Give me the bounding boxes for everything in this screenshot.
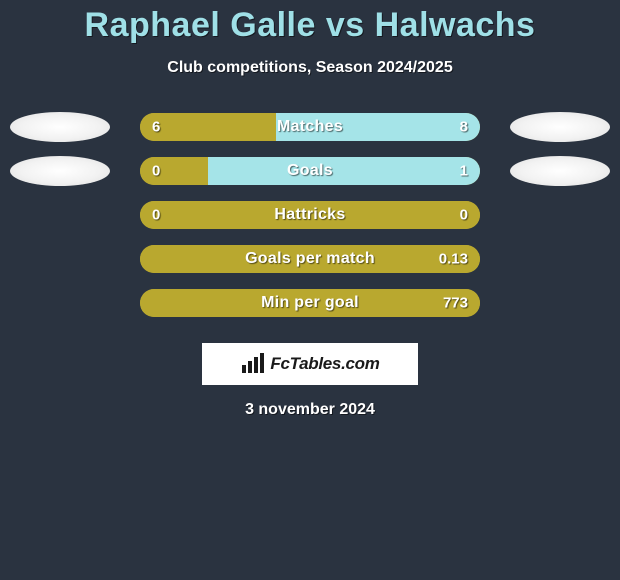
stat-row: 0.13Goals per match xyxy=(0,237,620,281)
subtitle: Club competitions, Season 2024/2025 xyxy=(0,59,620,77)
spacer xyxy=(510,200,610,230)
spacer xyxy=(510,244,610,274)
stat-bar-fill-left xyxy=(140,113,276,141)
bar-chart-icon xyxy=(240,353,266,375)
player-avatar-left xyxy=(10,156,110,186)
logo-box: FcTables.com xyxy=(202,343,418,385)
stat-bar: 773Min per goal xyxy=(140,289,480,317)
player-avatar-right xyxy=(510,112,610,142)
player-avatar-left xyxy=(10,112,110,142)
stat-row: 68Matches xyxy=(0,105,620,149)
stat-bar: 0.13Goals per match xyxy=(140,245,480,273)
stat-bar-fill-left xyxy=(140,245,480,273)
stat-bar-fill-right xyxy=(276,113,480,141)
stat-row: 773Min per goal xyxy=(0,281,620,325)
player-avatar-right xyxy=(510,156,610,186)
stat-bar: 00Hattricks xyxy=(140,201,480,229)
stat-bar-fill-left xyxy=(140,289,480,317)
comparison-chart: 68Matches 01Goals 00Hattricks 0.13Goals per… xyxy=(0,105,620,325)
stat-bar-fill-left xyxy=(140,157,208,185)
logo-text: FcTables.com xyxy=(270,354,379,374)
stat-row: 01Goals xyxy=(0,149,620,193)
spacer xyxy=(510,288,610,318)
page-title: Raphael Galle vs Halwachs xyxy=(0,0,620,45)
spacer xyxy=(10,288,110,318)
stat-row: 00Hattricks xyxy=(0,193,620,237)
stat-bar: 68Matches xyxy=(140,113,480,141)
footer-date: 3 november 2024 xyxy=(0,401,620,419)
stat-bar-fill-left xyxy=(140,201,480,229)
stat-bar: 01Goals xyxy=(140,157,480,185)
spacer xyxy=(10,200,110,230)
stat-bar-fill-right xyxy=(208,157,480,185)
spacer xyxy=(10,244,110,274)
